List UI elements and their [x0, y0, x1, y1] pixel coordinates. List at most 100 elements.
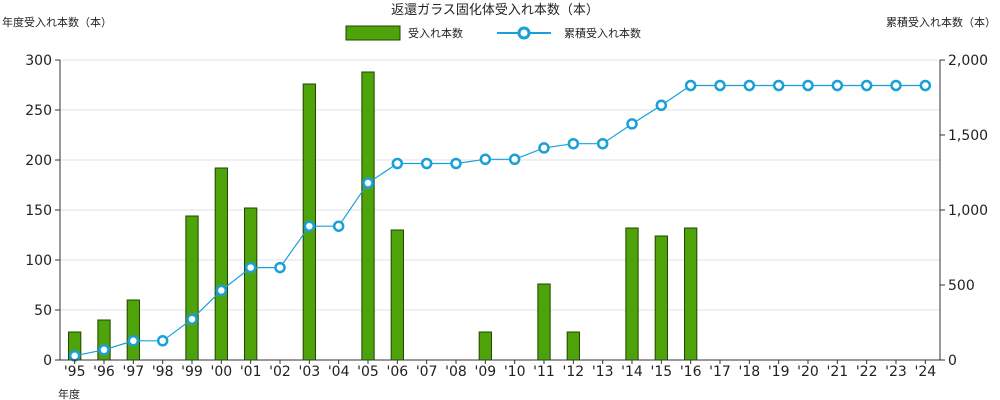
x-tick-label: '09 [474, 364, 496, 380]
x-tick-label: '10 [504, 364, 526, 380]
line-point [508, 153, 521, 166]
right-tick-label: 1,500 [948, 128, 988, 144]
right-tick-label: 0 [948, 353, 957, 369]
line-point [684, 79, 697, 92]
x-tick-label: '24 [914, 364, 936, 380]
legend: 受入れ本数 累積受入れ本数 [345, 25, 641, 41]
left-tick-label: 150 [25, 203, 52, 219]
legend-line-marker [517, 26, 531, 40]
x-tick-label: '18 [738, 364, 760, 380]
x-tick-label: '06 [386, 364, 408, 380]
left-tick-label: 250 [25, 103, 52, 119]
legend-line-label: 累積受入れ本数 [564, 26, 641, 40]
line-point [802, 79, 814, 92]
bar [625, 227, 639, 361]
line-point [772, 79, 785, 92]
chart-title: 返還ガラス固化体受入れ本数（本） [391, 3, 599, 18]
line-point [244, 261, 257, 274]
x-tick-label: '05 [357, 364, 379, 380]
x-tick-label: '15 [650, 364, 672, 380]
left-tick-label: 100 [25, 253, 52, 269]
x-tick-label: '11 [533, 364, 555, 380]
x-tick-label: '22 [856, 364, 878, 380]
line-point [655, 99, 668, 112]
line-point [303, 220, 316, 232]
left-tick-label: 50 [34, 303, 52, 319]
bar [185, 215, 199, 361]
right-axis-label: 累積受入れ本数（本） [886, 15, 996, 29]
legend-bar-swatch [345, 25, 401, 41]
x-tick-label: '12 [562, 364, 584, 380]
line-point [98, 344, 110, 356]
line-point [362, 177, 374, 189]
x-tick-label: '99 [181, 364, 203, 380]
bar [566, 331, 580, 361]
line-point [186, 313, 198, 325]
x-tick-label: '97 [122, 364, 144, 380]
line-point [215, 284, 228, 297]
right-tick-label: 2,000 [948, 53, 988, 69]
line-point [450, 157, 462, 170]
line-series [68, 79, 932, 362]
line-point [743, 79, 756, 92]
x-tick-label: '01 [240, 364, 262, 380]
left-axis-label: 年度受入れ本数（本） [2, 15, 112, 29]
x-tick-label: '96 [93, 364, 115, 380]
x-tick-label: '14 [621, 364, 643, 380]
left-tick-label: 200 [25, 153, 52, 169]
x-tick-label: '98 [152, 364, 174, 380]
series-line [74, 84, 926, 357]
line-point [596, 137, 609, 150]
x-tick-labels: '95 '96 '97 '98 '99 '00 '01 '02 '03 '04 '05 '06 '07 '… [64, 364, 936, 380]
x-tick-label: '95 [64, 364, 86, 380]
line-point [391, 157, 404, 170]
bar [361, 71, 375, 361]
right-tick-label: 500 [948, 278, 975, 294]
x-tick-label: '23 [885, 364, 907, 380]
line-point [831, 79, 844, 92]
x-tick-label: '04 [328, 364, 350, 380]
line-point [479, 153, 492, 166]
right-tick-labels: 0 500 1,000 1,500 2,000 [948, 53, 988, 369]
bar [126, 299, 140, 361]
line-point [860, 79, 873, 92]
x-tick-label: '02 [269, 364, 291, 380]
x-tick-label: '03 [298, 364, 320, 380]
line-point [420, 157, 433, 170]
x-tick-label: '00 [210, 364, 232, 380]
x-tick-label: '19 [768, 364, 790, 380]
line-point [890, 79, 902, 92]
x-axis-label: 年度 [58, 387, 80, 400]
bar [214, 167, 228, 361]
x-tick-label: '13 [592, 364, 614, 380]
line-point [714, 79, 726, 92]
line-point [538, 142, 550, 154]
x-tick-label: '21 [826, 364, 848, 380]
x-tick-label: '17 [709, 364, 731, 380]
bar [684, 227, 698, 361]
left-tick-labels: 0 50 100 150 200 250 300 [25, 53, 52, 369]
line-point [626, 118, 638, 130]
bar [654, 235, 668, 361]
right-tick-label: 1,000 [948, 203, 988, 219]
bar [478, 331, 492, 361]
bar [390, 229, 404, 361]
line-point [127, 335, 140, 347]
line-point [567, 137, 580, 150]
x-tick-label: '16 [680, 364, 702, 380]
line-point [68, 350, 81, 362]
axes [59, 60, 941, 364]
line-point [156, 335, 169, 347]
line-point [274, 261, 286, 274]
bar-series [68, 71, 698, 361]
x-tick-label: '20 [797, 364, 819, 380]
bar [244, 207, 258, 361]
bar [537, 283, 551, 361]
x-tick-label: '07 [416, 364, 438, 380]
x-tick-label: '08 [445, 364, 467, 380]
left-tick-label: 0 [43, 353, 52, 369]
legend-bar-label: 受入れ本数 [408, 26, 463, 40]
line-point [919, 79, 932, 92]
left-tick-label: 300 [25, 53, 52, 69]
